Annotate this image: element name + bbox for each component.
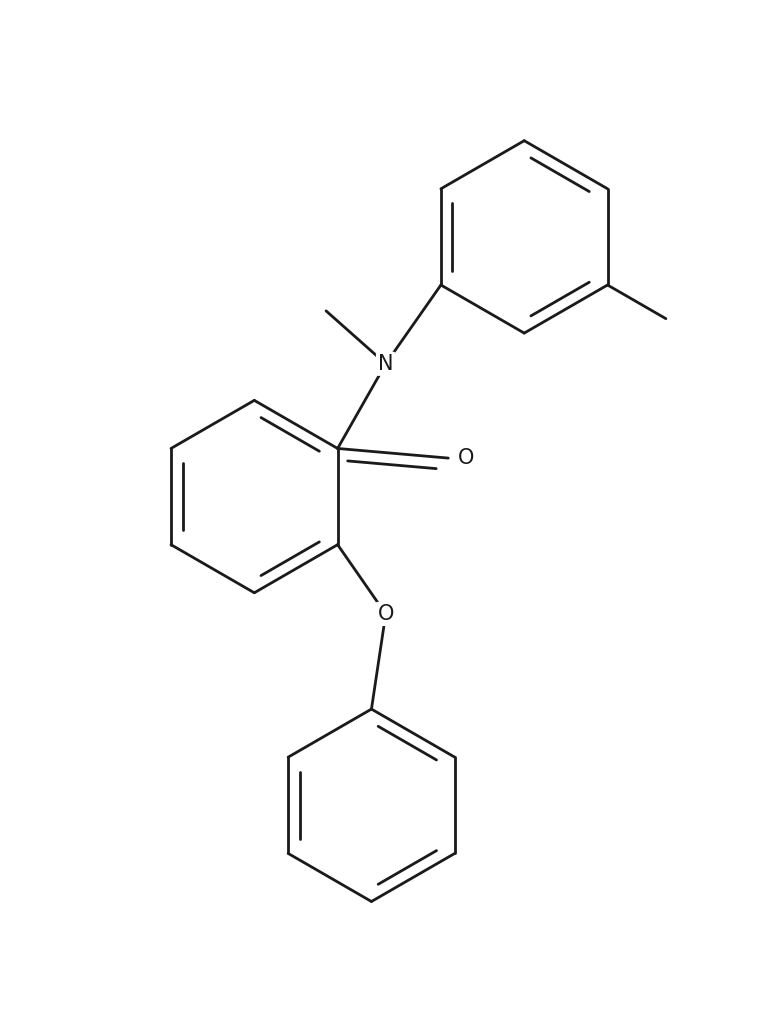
Text: O: O <box>457 448 474 468</box>
Text: O: O <box>377 604 394 624</box>
Text: N: N <box>378 354 394 374</box>
